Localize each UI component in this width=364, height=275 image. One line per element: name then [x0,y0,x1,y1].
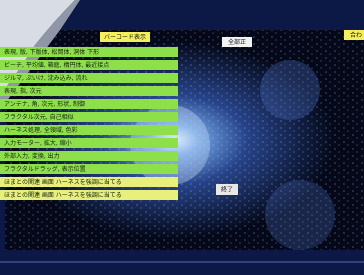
exit-button[interactable]: 終了 [221,186,233,194]
screen: 表現, 版, 下版体, 松岡体, 洞体 下形ビーチ, 平均値, 箱庭, 楕円体,… [0,0,364,275]
menu-row[interactable]: 外部入力, 変換, 出力 [4,152,60,160]
menu-row[interactable]: 入力モーター, 拡大, 縮小 [4,139,72,147]
all-button[interactable]: 全部正 [228,38,246,46]
menu-row[interactable]: ハーネス処理, 全領域, 色彩 [4,126,78,134]
fractal-arm [260,60,320,120]
menu-row[interactable]: ビーチ, 平均値, 箱庭, 楕円体, 最近接点 [4,61,109,69]
menu-row[interactable]: フラクタルドラッグ, 表示位置 [4,165,86,173]
barcode-button[interactable]: バーコード表示 [104,33,146,41]
menu-row[interactable]: 表現, 指, 次元 [4,87,42,95]
menu-row[interactable]: アンテナ, 角, 次元, 形状, 制御 [4,100,85,108]
right-button[interactable]: 合わ [350,31,362,39]
menu-row[interactable]: ジルマ, ぷいけ, 沈み込み, 流れ [4,74,87,82]
menu-row[interactable]: ほまとの関連 画面 ハーネスを強調に当てる [4,191,122,199]
fractal-arm [265,180,335,250]
screen-svg: 表現, 版, 下版体, 松岡体, 洞体 下形ビーチ, 平均値, 箱庭, 楕円体,… [0,0,364,275]
menu-row[interactable]: フラクタル次元, 自己相似 [4,113,74,121]
menu-row[interactable]: 表現, 版, 下版体, 松岡体, 洞体 下形 [4,48,99,56]
menu-row[interactable]: ほまとの関連 画面 ハーネスを強調に当てる [4,178,122,186]
